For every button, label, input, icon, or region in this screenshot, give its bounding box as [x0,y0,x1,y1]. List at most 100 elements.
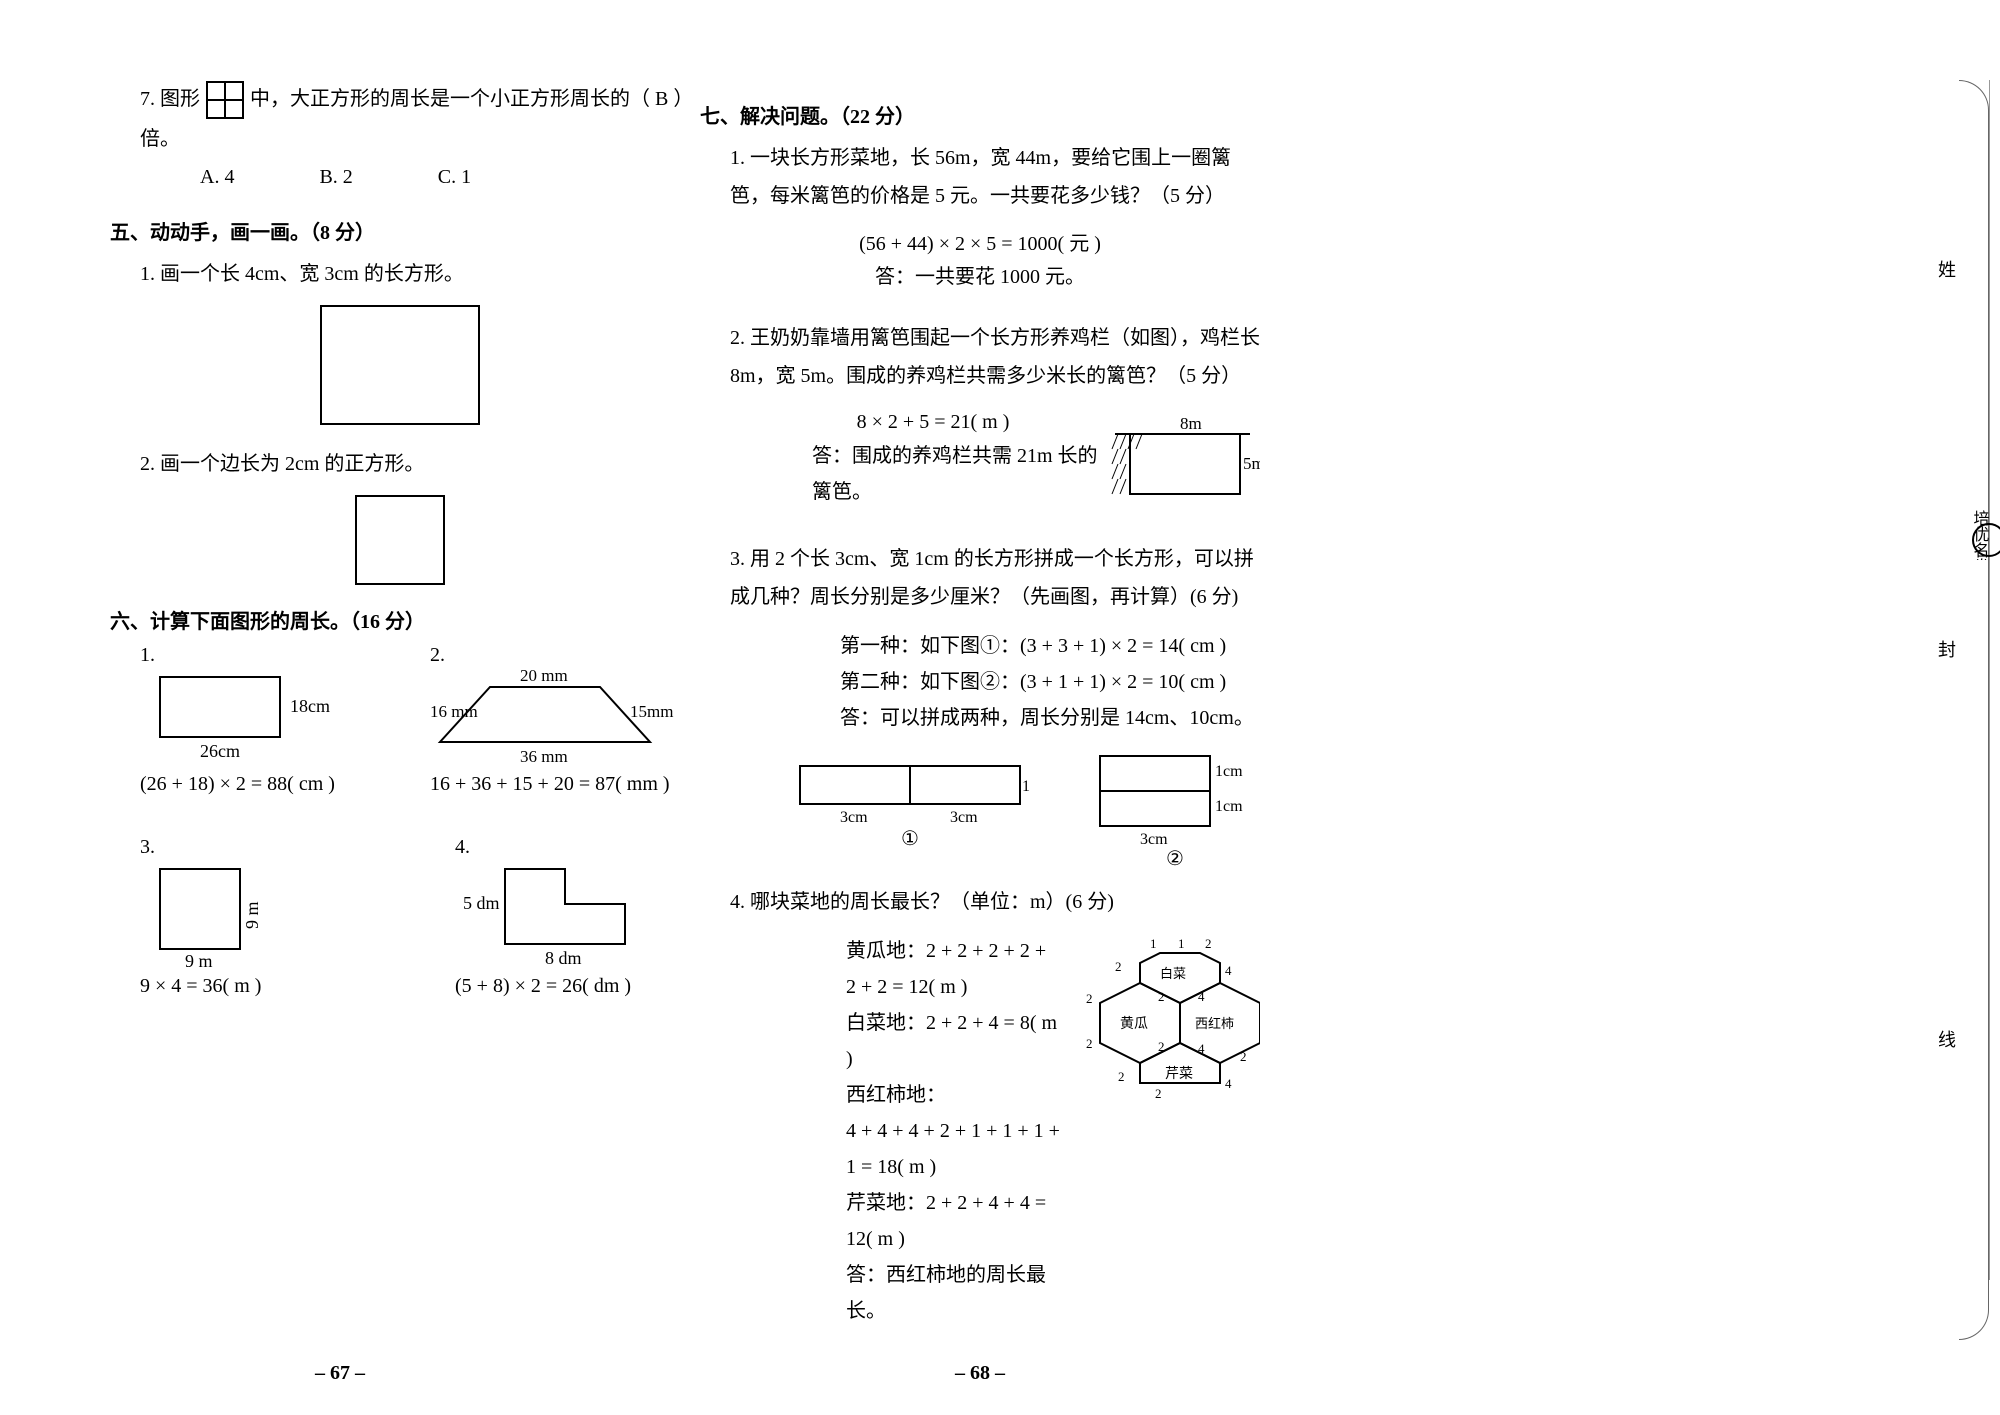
q7-2-svg: 8m 5m [1110,414,1260,504]
q7-3-l1: 第一种：如下图①：(3 + 3 + 1) × 2 = 14( cm ) [840,628,1260,664]
q5-1: 1. 画一个长 4cm、宽 3cm 的长方形。 [140,255,690,293]
fig1-w: 26cm [200,741,240,761]
q3-fig2: 1cm 1cm 3cm [1090,746,1260,846]
choice-a: A. 4 [200,158,234,196]
choice-c: C. 1 [438,158,471,196]
svg-text:3cm: 3cm [950,809,978,826]
section-5-title: 五、动动手，画一画。（8 分） [110,216,690,245]
figure-4: 4. 5 dm 8 dm (5 + 8) × 2 = 26( dm ) [455,836,690,998]
svg-text:2: 2 [1086,991,1093,1006]
section-7-title: 七、解决问题。（22 分） [700,100,1260,129]
q7-choices: A. 4 B. 2 C. 1 [200,158,690,196]
choice-b: B. 2 [319,158,352,196]
page-number-left: – 67 – [0,1362,680,1385]
svg-text:白菜: 白菜 [1160,966,1186,981]
q7-1-ans: 答：一共要花 1000 元。 [700,260,1260,289]
svg-text:2: 2 [1240,1049,1247,1064]
svg-text:1cm: 1cm [1215,763,1243,780]
figure-row-1: 1. 18cm 26cm (26 + 18) × 2 = 88( cm ) 2.… [140,644,690,796]
q7-2-body: 8 × 2 + 5 = 21( m ) 答：围成的养鸡栏共需 21m 长的篱笆。… [756,407,1260,510]
fig3-calc: 9 × 4 = 36( m ) [140,975,375,998]
fig2-svg: 20 mm 16 mm 15mm 36 mm [430,667,690,767]
q3-fig1: 3cm 3cm 1cm [790,746,1030,826]
fig3-svg: 9 m 9 m [140,859,300,969]
q5-2: 2. 画一个边长为 2cm 的正方形。 [140,445,690,483]
question-7: 7. 图形 中，大正方形的周长是一个小正方形周长的（ B ）倍。 A. 4 B.… [140,80,690,196]
q4-l1: 黄瓜地：2 + 2 + 2 + 2 + 2 + 2 = 12( m ) [846,933,1060,1005]
svg-text:3cm: 3cm [840,809,868,826]
q7-3-figs: 3cm 3cm 1cm ① 1cm 1cm 3cm ② [790,746,1260,871]
q7-2-ans: 答：围成的养鸡栏共需 21m 长的篱笆。 [812,438,1110,510]
fig2-right: 15mm [630,702,673,721]
page-left: 7. 图形 中，大正方形的周长是一个小正方形周长的（ B ）倍。 A. 4 B.… [110,80,690,1028]
q2-dim-h: 5m [1243,454,1260,473]
svg-text:4: 4 [1198,989,1205,1004]
svg-text:2: 2 [1118,1069,1125,1084]
section-6-title: 六、计算下面图形的周长。（16 分） [110,605,690,634]
svg-text:2: 2 [1158,989,1165,1004]
figure-1: 1. 18cm 26cm (26 + 18) × 2 = 88( cm ) [140,644,350,796]
fig2-num: 2. [430,644,445,666]
fig2-left: 16 mm [430,702,478,721]
fig2-bottom: 36 mm [520,747,568,766]
fig3-num: 3. [140,836,155,858]
grid-icon [205,80,245,120]
fig3-bottom: 9 m [185,951,213,969]
fig4-svg: 5 dm 8 dm [455,859,655,969]
svg-text:2: 2 [1205,936,1212,951]
seal-icon: 培优名卷 [1969,480,2000,560]
svg-text:3cm: 3cm [1140,831,1168,846]
figure-3: 3. 9 m 9 m 9 × 4 = 36( m ) [140,836,375,998]
q4-ans: 答：西红柿地的周长最长。 [846,1257,1060,1329]
figure-2: 2. 20 mm 16 mm 15mm 36 mm 16 + 36 + 15 +… [430,644,690,796]
page-number-right: – 68 – [680,1362,1280,1385]
svg-text:2: 2 [1115,959,1122,974]
side-t2: 封 [1933,640,1959,658]
svg-text:4: 4 [1225,1076,1232,1091]
q3-lbl1: ① [790,826,1030,851]
fig2-calc: 16 + 36 + 15 + 20 = 87( mm ) [430,773,690,796]
svg-text:1: 1 [1150,936,1157,951]
side-t3: 线 [1933,1030,1959,1048]
q7-1-text: 1. 一块长方形菜地，长 56m，宽 44m，要给它围上一圈篱笆，每米篱笆的价格… [730,139,1260,215]
q4-l3: 西红柿地： [846,1077,1060,1113]
q7-3-l2: 第二种：如下图②：(3 + 1 + 1) × 2 = 10( cm ) [840,664,1260,700]
q7-4-body: 黄瓜地：2 + 2 + 2 + 2 + 2 + 2 = 12( m ) 白菜地：… [790,933,1260,1329]
q3-lbl2: ② [1090,846,1260,871]
fig1-calc: (26 + 18) × 2 = 88( cm ) [140,773,350,796]
svg-text:1: 1 [1178,936,1185,951]
fig1-num: 1. [140,644,155,666]
q4-svg: 黄瓜 白菜 西红柿 芹菜 2 2 2 1 1 2 4 4 2 4 2 2 2 2… [1060,933,1260,1103]
svg-text:2: 2 [1155,1086,1162,1101]
side-t1: 姓 [1933,260,1959,278]
fig1-svg: 18cm 26cm [140,667,340,767]
fig4-bottom: 8 dm [545,948,582,968]
fig4-num: 4. [455,836,470,858]
svg-text:2: 2 [1158,1039,1165,1054]
fig3-side: 9 m [242,902,262,930]
q4-l4: 4 + 4 + 4 + 2 + 1 + 1 + 1 + 1 = 18( m ) [846,1113,1060,1185]
svg-text:4: 4 [1198,1041,1205,1056]
svg-text:西红柿: 西红柿 [1195,1016,1234,1031]
fig1-h: 18cm [290,696,330,716]
svg-text:2: 2 [1086,1036,1093,1051]
binding-decoration: 姓 封 线 培优名卷 [1930,80,1990,1280]
page-right: 七、解决问题。（22 分） 1. 一块长方形菜地，长 56m，宽 44m，要给它… [700,80,1260,1329]
drawn-square [355,495,445,585]
q7-text-before: 7. 图形 [140,88,200,110]
fig4-calc: (5 + 8) × 2 = 26( dm ) [455,975,690,998]
svg-text:培优名卷: 培优名卷 [1971,510,1990,560]
q7-1-calc: (56 + 44) × 2 × 5 = 1000( 元 ) [700,227,1260,256]
q4-l5: 芹菜地：2 + 2 + 4 + 4 = 12( m ) [846,1185,1060,1257]
q2-dim-w: 8m [1180,414,1202,433]
q7-2-text: 2. 王奶奶靠墙用篱笆围起一个长方形养鸡栏（如图），鸡栏长 8m，宽 5m。围成… [730,319,1260,395]
svg-text:1cm: 1cm [1022,778,1030,795]
svg-text:芹菜: 芹菜 [1165,1066,1193,1082]
q7-4-text: 4. 哪块菜地的周长最长？（单位：m）(6 分) [730,883,1260,921]
figure-row-2: 3. 9 m 9 m 9 × 4 = 36( m ) 4. 5 dm 8 dm … [140,836,690,998]
fig2-top: 20 mm [520,667,568,685]
q7-3-ans: 答：可以拼成两种，周长分别是 14cm、10cm。 [840,700,1260,736]
drawn-rectangle [320,305,480,425]
svg-text:黄瓜: 黄瓜 [1120,1015,1148,1032]
q4-l2: 白菜地：2 + 2 + 4 = 8( m ) [846,1005,1060,1077]
